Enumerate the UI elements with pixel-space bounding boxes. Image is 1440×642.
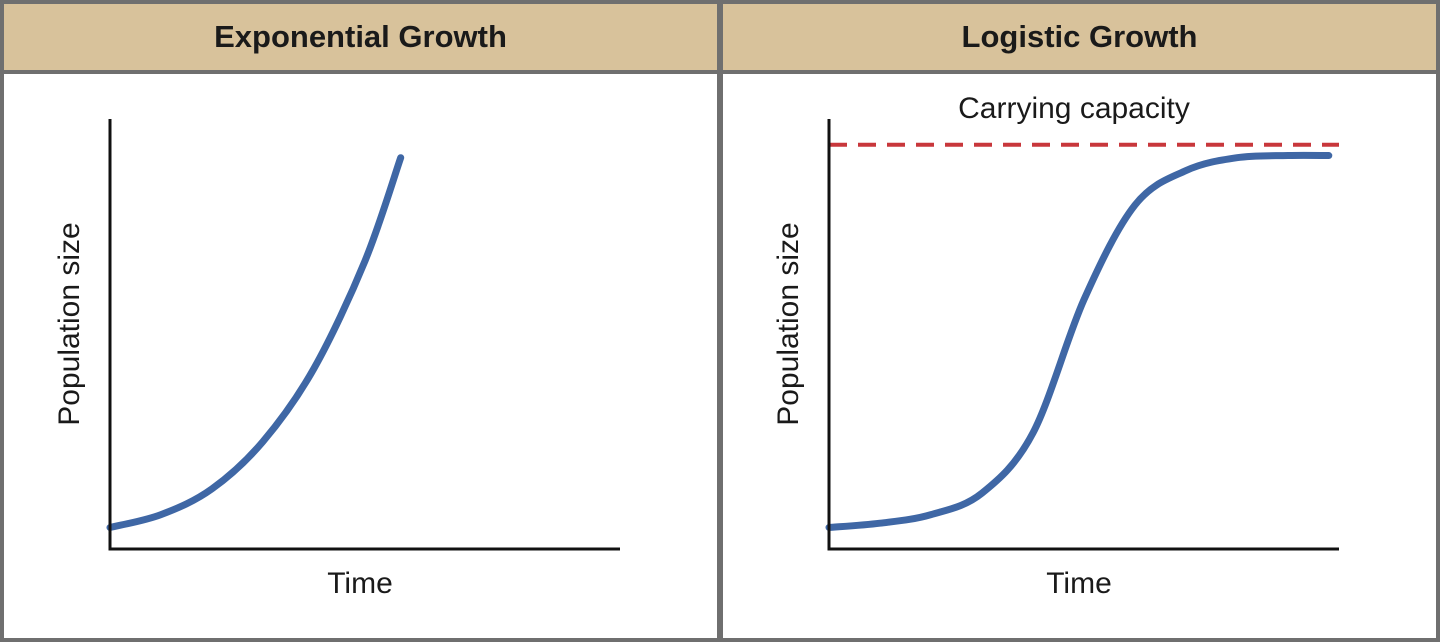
header-divider — [4, 70, 717, 74]
chart-title: Logistic Growth — [961, 19, 1198, 54]
series-line — [106, 154, 405, 531]
y-axis-label: Population size — [772, 222, 805, 426]
logistic-plot — [825, 119, 1339, 551]
chart-title: Exponential Growth — [214, 19, 507, 54]
series-line — [825, 151, 1333, 531]
logistic-growth-panel: Logistic Growth Carrying capacity Popula… — [723, 4, 1436, 638]
header-divider — [723, 70, 1436, 74]
exponential-plot — [106, 119, 620, 551]
panel-header: Exponential Growth — [4, 4, 717, 70]
carrying-capacity-label: Carrying capacity — [958, 92, 1190, 125]
x-axis-label: Time — [327, 567, 393, 600]
exponential-growth-panel: Exponential Growth Population size Time — [4, 4, 717, 638]
y-axis-label: Population size — [53, 222, 86, 426]
panel-header: Logistic Growth — [723, 4, 1436, 70]
x-axis-label: Time — [1046, 567, 1112, 600]
